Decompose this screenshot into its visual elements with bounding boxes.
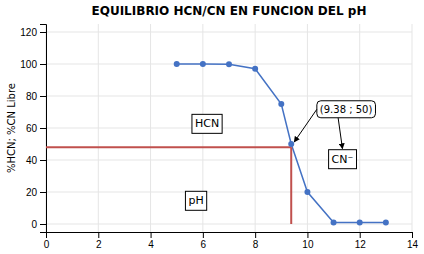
x-tick-label: 10 (302, 239, 314, 250)
title: EQUILIBRIO HCN/CN EN FUNCION DEL pH (92, 4, 367, 18)
y-tick: 20 (26, 187, 46, 198)
grid-line-y (46, 160, 412, 161)
series-point (200, 61, 206, 67)
x-tick-mark (255, 232, 256, 238)
series-point (288, 141, 294, 147)
label-hcn-box (192, 114, 222, 133)
x-tick-label: 8 (253, 239, 259, 250)
y-tick: 80 (26, 91, 46, 102)
annotation-arrow (294, 109, 317, 142)
y-axis: 0 20 40 60 80 100 120 (20, 25, 46, 233)
x-tick-mark (307, 232, 308, 238)
y-tick-label: 60 (26, 123, 38, 134)
label-hcn-group: HCN (192, 114, 222, 133)
label-ph-group: pH (185, 191, 206, 210)
x-tick: 0 (44, 232, 50, 250)
y-axis-title: %HCN; %CN Libre (6, 83, 17, 173)
x-tick: 2 (96, 232, 102, 250)
x-tick: 6 (201, 232, 207, 250)
series-point (383, 219, 389, 225)
series-point (226, 61, 232, 67)
y-tick-label: 40 (26, 155, 38, 166)
x-tick-label: 12 (355, 239, 367, 250)
y-axis-line (40, 25, 47, 233)
annotation-arrow-secondary (338, 118, 342, 149)
y-tick-mark (40, 224, 46, 225)
x-tick-mark (98, 232, 99, 238)
annotation-box (317, 101, 376, 118)
series-point (174, 61, 180, 67)
series-point (357, 219, 363, 225)
grid-line-y (46, 192, 412, 193)
x-axis: 0 2 4 6 8 10 12 14 (44, 232, 419, 250)
x-tick-label: 4 (148, 239, 154, 250)
y-tick-mark (40, 192, 46, 193)
y-tick-mark (40, 128, 46, 129)
x-tick: 12 (355, 232, 367, 250)
x-tick: 4 (148, 232, 154, 250)
label-ph: pH (188, 194, 203, 207)
y-tick: 60 (26, 123, 46, 134)
x-tick-mark (412, 232, 413, 238)
series-point (331, 219, 337, 225)
series-line (177, 64, 386, 222)
plot: 0 2 4 6 8 10 12 14 0 20 40 60 80 100 120 HCN CN⁻ pH (9.38 … (20, 24, 418, 250)
y-tick: 100 (20, 59, 46, 70)
y-tick-mark (40, 160, 46, 161)
reference-hline (46, 146, 291, 148)
x-tick-label: 6 (201, 239, 207, 250)
x-tick: 8 (253, 232, 259, 250)
x-axis-line (47, 233, 413, 239)
x-tick-label: 2 (96, 239, 102, 250)
y-tick-label: 80 (26, 91, 38, 102)
y-tick-mark (40, 32, 46, 33)
annotation-group: (9.38 ; 50) (317, 101, 376, 118)
y-tick: 0 (31, 219, 46, 230)
annotations: HCN CN⁻ pH (9.38 ; 50) (185, 101, 375, 211)
x-tick-label: 0 (44, 239, 50, 250)
y-tick-label: 120 (20, 27, 37, 38)
y-tick: 40 (26, 155, 46, 166)
data-layer (46, 61, 389, 225)
series-point (304, 189, 310, 195)
x-tick: 14 (407, 232, 419, 250)
reference-vline (290, 147, 292, 224)
grid-line-y (46, 128, 412, 129)
label-cn-group: CN⁻ (329, 150, 357, 169)
grid-line-y (46, 32, 412, 33)
series-point (278, 101, 284, 107)
y-tick-mark (40, 64, 46, 65)
chart: 0 2 4 6 8 10 12 14 0 20 40 60 80 100 120 HCN CN⁻ pH (9.38 … (0, 0, 424, 254)
y-tick-label: 20 (26, 187, 38, 198)
grid-line-y (46, 96, 412, 97)
y-tick: 120 (20, 27, 46, 38)
series-point (252, 66, 258, 72)
label-cn-box (329, 150, 357, 169)
x-tick-mark (151, 232, 152, 238)
label-ph-box (185, 191, 206, 210)
label-hcn: HCN (195, 117, 219, 130)
x-tick-mark (203, 232, 204, 238)
y-tick-label: 100 (20, 59, 37, 70)
annotation: (9.38 ; 50) (320, 104, 373, 115)
x-tick: 10 (302, 232, 314, 250)
y-tick-label: 0 (31, 219, 37, 230)
grid (46, 24, 412, 232)
x-tick-mark (360, 232, 361, 238)
x-tick-label: 14 (407, 239, 419, 250)
y-tick-mark (40, 96, 46, 97)
label-cn: CN⁻ (332, 153, 354, 166)
